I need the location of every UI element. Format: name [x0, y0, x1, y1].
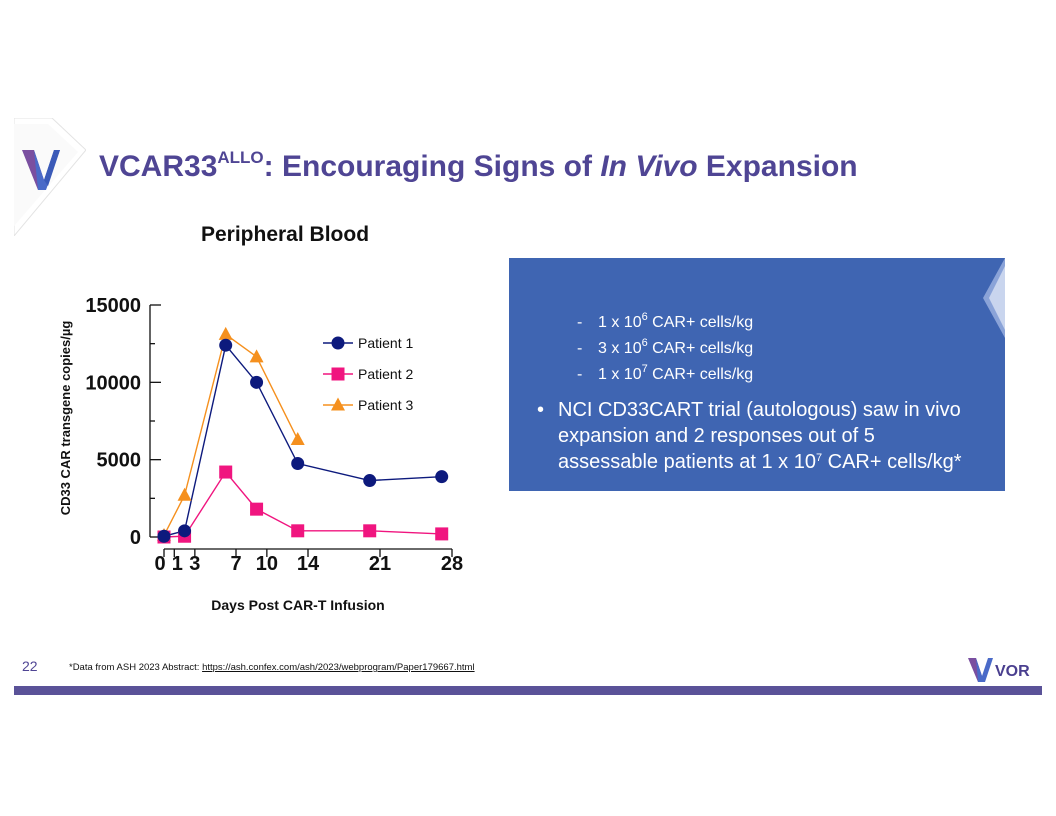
legend-label: Patient 1: [358, 335, 413, 351]
dose-post: CAR+ cells/kg: [647, 366, 754, 383]
dose-post: CAR+ cells/kg: [647, 314, 754, 331]
vor-logo-icon: [22, 150, 60, 190]
bullet-dose-schedule-text: Dose escalation schedule:: [558, 27, 792, 49]
nci-text: NCI CD33CART trial (autologous) saw in v…: [558, 399, 961, 473]
info-box: • Dose escalation schedule: -1 x 106 CAR…: [509, 27, 1005, 491]
data-point: [249, 349, 264, 363]
x-tick-label: 7: [230, 553, 241, 575]
bullet-dose-schedule: • Dose escalation schedule:: [537, 25, 987, 51]
dose-pre: 3 x 10: [598, 340, 642, 357]
y-tick-label: 15000: [85, 295, 141, 317]
vor-brand-logo: VOR: [968, 658, 1030, 682]
nci-exponent: 7: [815, 452, 823, 464]
data-point: [219, 338, 233, 352]
bullet-nci-trial-text: NCI CD33CART trial (autologous) saw in v…: [558, 397, 977, 475]
brand-name: VOR: [995, 663, 1030, 680]
bullet-nci-trial: • NCI CD33CART trial (autologous) saw in…: [537, 397, 977, 475]
data-point: [435, 527, 449, 541]
x-tick-label: 0: [154, 553, 165, 575]
x-axis-label: Days Post CAR-T Infusion: [211, 597, 384, 613]
footnote-text: *Data from ASH 2023 Abstract:: [69, 662, 203, 673]
data-point: [250, 502, 264, 516]
title-main: VCAR33: [99, 150, 218, 183]
x-tick-label: 1: [172, 553, 183, 575]
data-point: [291, 457, 305, 471]
dose-exponent: 6: [641, 311, 648, 323]
data-point: [219, 465, 233, 479]
title-part-2: Expansion: [697, 150, 858, 183]
dash: -: [577, 366, 583, 383]
series-line: [163, 333, 299, 536]
page-number: 22: [22, 658, 38, 674]
x-tick-label: 3: [189, 553, 200, 575]
legend-marker: [331, 367, 345, 381]
legend-marker: [331, 336, 345, 350]
y-tick-label: 5000: [97, 450, 142, 472]
data-point: [435, 470, 449, 484]
dose-exponent: 6: [641, 337, 648, 349]
dose-pre: 1 x 10: [598, 314, 642, 331]
dose-item: -3 x 106 CAR+ cells/kg: [577, 337, 754, 359]
y-axis-label: CD33 CAR transgene copies/µg: [58, 321, 73, 516]
dash: -: [577, 340, 583, 357]
x-tick-label: 21: [369, 553, 391, 575]
footnote: *Data from ASH 2023 Abstract: https://as…: [69, 662, 475, 673]
data-point: [177, 487, 192, 501]
dose-item: -1 x 106 CAR+ cells/kg: [577, 311, 754, 333]
data-point: [290, 432, 305, 446]
data-point: [157, 529, 171, 543]
dose-exponent: 7: [641, 363, 648, 375]
y-tick-label: 0: [130, 527, 141, 549]
footer-bar: [14, 686, 1042, 695]
legend-label: Patient 2: [358, 366, 413, 382]
data-point: [178, 524, 192, 538]
legend-label: Patient 3: [358, 397, 413, 413]
chart-title: Peripheral Blood: [200, 223, 370, 246]
data-point: [250, 375, 264, 389]
x-tick-label: 28: [441, 553, 463, 575]
info-box-notch-decoration: [983, 258, 1005, 338]
title-superscript: ALLO: [217, 148, 264, 167]
data-point: [363, 524, 377, 538]
footnote-link[interactable]: https://ash.confex.com/ash/2023/webprogr…: [202, 662, 475, 673]
title-italic: In Vivo: [600, 150, 698, 183]
title-part-1: : Encouraging Signs of: [263, 150, 601, 183]
dose-pre: 1 x 10: [598, 366, 642, 383]
data-point: [291, 524, 305, 538]
bullet-dot: •: [537, 27, 545, 49]
x-tick-label: 10: [256, 553, 278, 575]
dose-post: CAR+ cells/kg: [647, 340, 754, 357]
data-point: [363, 474, 377, 488]
x-tick-label: 14: [297, 553, 320, 575]
dose-item: -1 x 107 CAR+ cells/kg: [577, 363, 754, 385]
page-title: VCAR33ALLO: Encouraging Signs of In Vivo…: [99, 148, 858, 184]
y-tick-label: 10000: [85, 372, 141, 394]
nci-text-end: CAR+ cells/kg*: [822, 451, 962, 473]
legend-marker: [331, 397, 345, 411]
bullet-dot: •: [537, 399, 545, 421]
data-point: [218, 326, 233, 340]
dash: -: [577, 314, 583, 331]
